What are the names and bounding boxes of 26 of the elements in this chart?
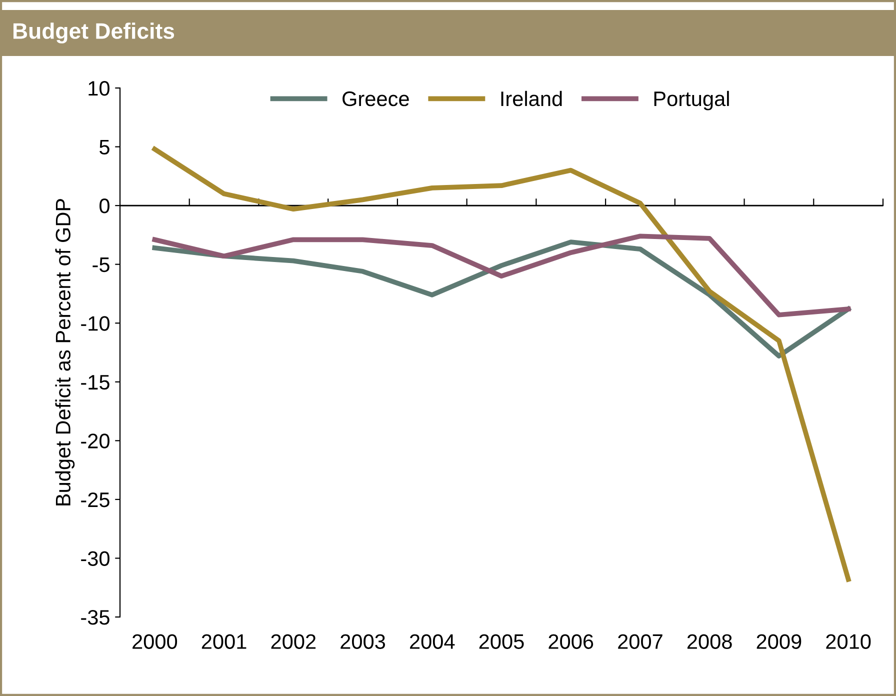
legend-label: Ireland (501, 90, 562, 106)
y-tick-label: -30 (81, 551, 110, 566)
x-tick-label: 2006 (548, 634, 594, 649)
x-tick-label: 2005 (479, 634, 524, 649)
y-tick-label: 10 (88, 81, 110, 96)
y-tick-label: 0 (100, 198, 110, 214)
x-tick-label: 2002 (271, 634, 316, 649)
y-tick-label: -10 (81, 316, 110, 331)
x-tick-label: 2007 (618, 634, 662, 649)
y-tick-label: 5 (100, 140, 110, 155)
x-tick-label: 2003 (340, 634, 386, 649)
x-tick-label: 2000 (132, 634, 178, 649)
y-tick-label: -5 (92, 258, 110, 272)
y-tick-label: -35 (81, 610, 110, 625)
legend-label: Portugal (654, 90, 729, 110)
x-tick-label: 2009 (756, 634, 802, 649)
y-tick-label: -15 (81, 375, 110, 390)
x-tick-label: 2004 (410, 634, 455, 649)
x-tick-label: 2001 (202, 634, 246, 649)
chart-title: Budget Deficits (13, 22, 174, 44)
legend-label: Greece (342, 91, 409, 106)
x-tick-label: 2008 (687, 634, 732, 649)
y-tick-label: -20 (81, 434, 110, 448)
y-tick-label: -25 (81, 492, 110, 508)
y-axis-title: Budget Deficit as Percent of GDP (55, 199, 75, 506)
x-tick-label: 2010 (826, 634, 871, 649)
